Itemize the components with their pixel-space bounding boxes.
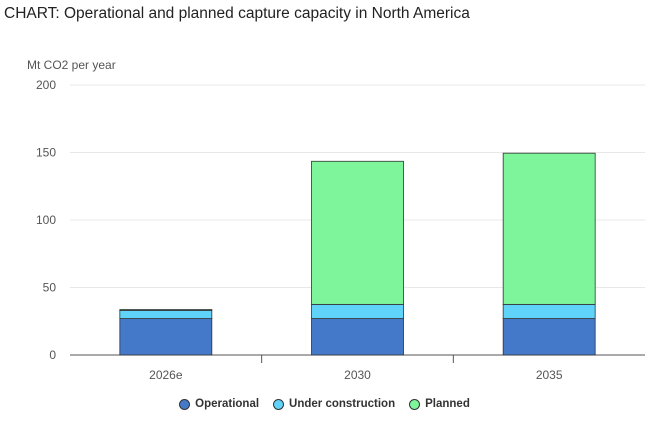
x-tick-label: 2035 <box>536 368 563 382</box>
bar-under-construction <box>502 303 596 319</box>
legend-item[interactable]: Under construction <box>273 398 395 410</box>
bar-operational <box>502 318 596 356</box>
x-tick-label: 2026e <box>149 368 183 382</box>
stacked-bar-chart: Mt CO2 per year 0 50 100 150 200 2026e 2030 2035 <box>27 58 645 382</box>
y-tick-label: 50 <box>43 281 57 295</box>
legend-label: Under construction <box>289 398 396 410</box>
y-tick-label: 0 <box>49 348 56 362</box>
x-tick-label: 2030 <box>344 368 371 382</box>
y-axis-label: Mt CO2 per year <box>27 58 116 72</box>
legend-item[interactable]: Planned <box>409 398 470 410</box>
bar-under-construction <box>311 303 404 319</box>
chart-title: CHART: Operational and planned capture c… <box>4 5 470 22</box>
y-tick-label: 150 <box>36 146 56 160</box>
legend-marker <box>409 398 421 410</box>
legend-label: Operational <box>195 398 260 410</box>
legend-marker <box>179 398 191 410</box>
y-tick-label: 200 <box>36 78 56 92</box>
bar-planned <box>502 152 596 305</box>
legend-item[interactable]: Operational <box>179 398 259 410</box>
bar-planned <box>119 309 213 311</box>
legend: Operational Under construction Planned <box>0 398 649 413</box>
bar-operational <box>311 318 404 356</box>
bar-planned <box>311 160 404 305</box>
legend-marker <box>273 398 285 410</box>
bar-operational <box>119 318 213 356</box>
y-tick-label: 100 <box>36 213 56 227</box>
legend-label: Planned <box>425 398 470 410</box>
bar-under-construction <box>119 310 213 319</box>
